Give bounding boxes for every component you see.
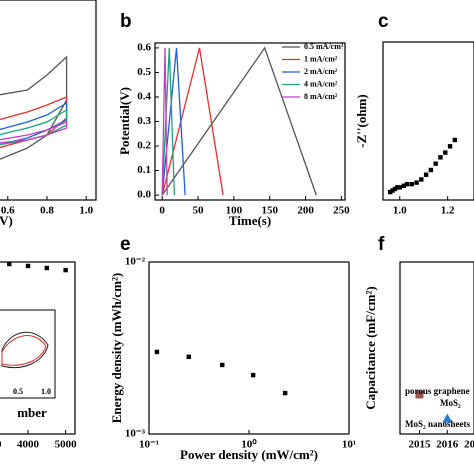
point: [447, 144, 453, 149]
plot-frame: [0, 261, 76, 435]
x-axis-label: mber: [17, 405, 47, 420]
point: [419, 177, 424, 182]
y-tick-label: 0.2: [137, 140, 151, 152]
series-line: [161, 46, 317, 196]
point: [423, 172, 429, 177]
panel-letter: f: [378, 234, 385, 255]
x-tick-label: 10¹: [342, 439, 356, 451]
point: [395, 185, 400, 190]
plot-frame: [0, 0, 97, 201]
point: [392, 186, 398, 192]
annotation: MoS₂: [440, 398, 461, 408]
series-line: [161, 47, 224, 196]
y-axis-label: Energy density (mWh/cm²): [109, 273, 124, 424]
inset-frame: [0, 309, 56, 399]
x-tick-label: 2016: [436, 439, 459, 451]
point: [433, 161, 438, 166]
y-tick-label: 0.4: [137, 91, 151, 103]
x-tick-label: 0.8: [40, 205, 54, 217]
x-tick-label: 4000: [17, 439, 40, 451]
y-tick-label: 0.5: [137, 66, 151, 78]
x-tick-label: 150: [261, 205, 278, 217]
point: [387, 189, 393, 195]
point: [25, 263, 31, 269]
point-label: MoS₂ nanosheets: [405, 419, 470, 429]
legend-label: 1 mA/cm²: [304, 54, 338, 63]
y-tick-label: 10⁻³: [125, 428, 146, 440]
point: [438, 155, 443, 160]
y-axis-label: Potential(V): [117, 87, 132, 155]
series-line: [161, 47, 176, 196]
inset-loop: [1, 335, 47, 366]
panel-letter: e: [120, 234, 131, 255]
x-tick-label: 100: [226, 205, 243, 217]
point-label: porous graphene: [405, 386, 470, 396]
point: [250, 372, 256, 378]
x-tick-label: 0: [159, 205, 165, 217]
x-tick-label: 10⁻¹: [139, 439, 159, 451]
panel-letter: c: [378, 11, 389, 32]
x-tick-label: 3000: [0, 439, 2, 451]
legend-label: 0.5 mA/cm²: [304, 42, 344, 51]
point: [401, 183, 407, 188]
x-tick-label: 1.0: [393, 205, 407, 217]
point: [282, 390, 288, 396]
series-line: [0, 121, 68, 144]
legend-label: 8 mA/cm²: [304, 92, 338, 101]
x-tick-label: 1.0: [79, 205, 93, 217]
point: [7, 261, 12, 267]
plot-frame: [148, 261, 350, 435]
x-tick-label: 50: [193, 205, 205, 217]
series-line: [0, 96, 68, 149]
inset-tick-label: 0.5: [13, 387, 23, 396]
x-tick-label: 5000: [55, 439, 78, 451]
inset-tick-label: 1.0: [41, 387, 51, 396]
y-tick-label: 0.0: [137, 189, 151, 201]
y-tick-label: 10⁻²: [125, 256, 146, 268]
x-tick-label: 200: [297, 205, 314, 217]
panel-letter: b: [120, 11, 132, 32]
point: [415, 390, 424, 399]
legend-label: 4 mA/cm²: [304, 79, 338, 88]
point: [186, 354, 191, 360]
legend-label: 2 mA/cm²: [304, 67, 338, 76]
inset-loop: [1, 331, 49, 368]
y-axis-label: Capacitance (mF/cm²): [363, 286, 378, 409]
point: [452, 137, 458, 143]
point: [404, 182, 410, 187]
point: [44, 265, 50, 271]
point: [409, 182, 414, 187]
y-tick-label: 0.3: [137, 115, 151, 127]
plot-frame: [382, 41, 474, 201]
point: [154, 349, 160, 355]
x-tick-label: 1.2: [441, 205, 455, 217]
point: [220, 362, 225, 368]
x-tick-label: 250: [333, 205, 350, 217]
x-tick-label: 2015: [408, 439, 431, 451]
x-tick-label: 2017: [464, 439, 474, 451]
point: [390, 188, 395, 193]
x-tick-label: 10⁰: [241, 439, 257, 451]
x-axis-label: Power density (mW/cm²): [180, 447, 318, 462]
point: [414, 180, 419, 185]
series-line: [161, 47, 168, 196]
y-axis-label: -Z''(ohm): [354, 94, 369, 147]
plot-frame: [399, 261, 474, 435]
x-tick-label: 0.6: [1, 205, 15, 217]
point: [428, 167, 434, 173]
x-axis-label: V): [0, 213, 13, 228]
y-tick-label: 0.1: [137, 164, 151, 176]
point: [442, 413, 453, 423]
point: [397, 185, 402, 190]
x-axis-label: Time(s): [229, 213, 271, 228]
point: [443, 150, 448, 155]
y-tick-label: 0.6: [137, 41, 151, 53]
point: [63, 267, 68, 273]
